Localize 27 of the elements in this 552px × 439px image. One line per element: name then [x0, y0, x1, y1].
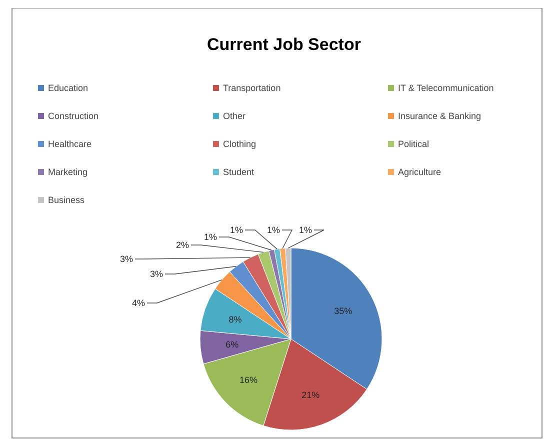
legend-label: Clothing — [223, 139, 256, 149]
legend-label: Construction — [48, 111, 99, 121]
legend-label: Insurance & Banking — [398, 111, 482, 121]
legend-label: IT & Telecommunication — [398, 83, 494, 93]
chart-title: Current Job Sector — [207, 35, 362, 54]
legend-label: Other — [223, 111, 246, 121]
data-label: 1% — [266, 225, 280, 235]
legend-label: Political — [398, 139, 430, 149]
legend-label: Agriculture — [398, 167, 442, 177]
data-label: 4% — [132, 298, 145, 308]
data-label: 3% — [120, 254, 133, 264]
data-label: 1% — [204, 232, 217, 242]
data-label: 3% — [150, 269, 163, 279]
data-label: 2% — [176, 240, 189, 250]
legend-label: Business — [48, 195, 86, 205]
legend-label: Marketing — [48, 167, 88, 177]
legend-label: Student — [223, 167, 255, 177]
data-label: 35% — [334, 306, 352, 316]
legend-label: Education — [48, 83, 88, 93]
legend-label: Healthcare — [48, 139, 92, 149]
data-label: 1% — [230, 225, 243, 235]
legend-label: Transportation — [223, 83, 281, 93]
data-label: 21% — [302, 390, 320, 400]
data-label: 6% — [226, 339, 239, 350]
data-label: 8% — [228, 314, 242, 324]
data-label: 1% — [298, 225, 312, 235]
data-label: 16% — [240, 375, 258, 386]
